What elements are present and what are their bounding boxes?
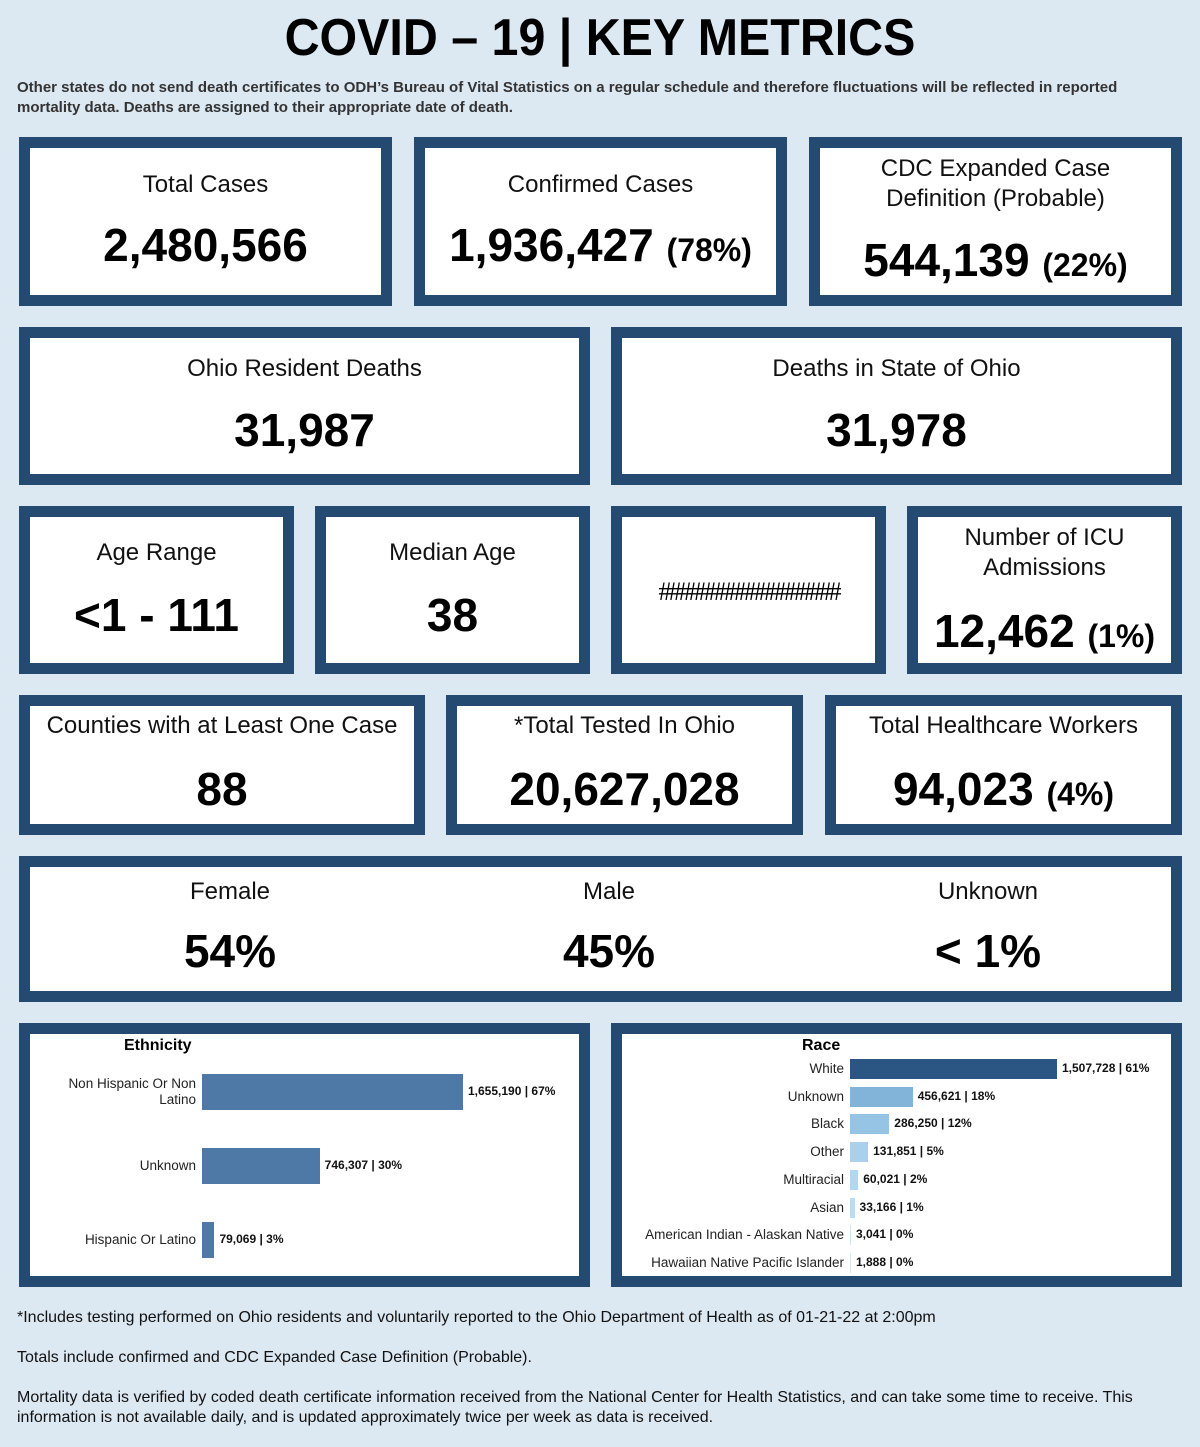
- race-data-label: 456,621 | 18%: [917, 1088, 996, 1103]
- probable-cases-pct: (22%): [1042, 247, 1128, 283]
- healthcare-workers-label: Total Healthcare Workers: [869, 712, 1138, 739]
- counties-value: 88: [196, 763, 248, 815]
- icu-label-line1: Number of ICU: [964, 524, 1125, 551]
- footnote-totals: Totals include confirmed and CDC Expande…: [17, 1349, 532, 1366]
- race-bar: [850, 1142, 869, 1163]
- state-deaths-value: 31,978: [826, 404, 967, 456]
- race-data-label: 3,041 | 0%: [856, 1227, 914, 1242]
- median-age-label: Median Age: [389, 539, 516, 566]
- gender-female-label: Female: [189, 878, 271, 905]
- ethnicity-bar: [202, 1148, 320, 1184]
- race-data-label: 1,888 | 0%: [856, 1254, 914, 1269]
- ethnicity-data-label: 79,069 | 3%: [219, 1232, 284, 1246]
- state-deaths-card: Deaths in State of Ohio 31,978: [611, 327, 1182, 485]
- race-chart-title: Race: [802, 1037, 841, 1054]
- ethnicity-bar: [202, 1222, 215, 1258]
- gender-card: Female 54% Male 45% Unknown < 1%: [19, 856, 1182, 1002]
- healthcare-workers-card: Total Healthcare Workers 94,023 (4%): [825, 695, 1182, 835]
- gender-male: Male 45%: [459, 867, 759, 977]
- confirmed-cases-label: Confirmed Cases: [507, 171, 694, 198]
- counties-label: Counties with at Least One Case: [46, 712, 398, 739]
- total-tested-value: 20,627,028: [509, 763, 740, 815]
- icu-admissions-card: Number of ICU Admissions 12,462 (1%): [907, 506, 1182, 674]
- counties-card: Counties with at Least One Case 88: [19, 695, 425, 835]
- race-bar: [850, 1086, 913, 1107]
- resident-deaths-label: Ohio Resident Deaths: [187, 355, 422, 382]
- ethnicity-category-label: Non Hispanic Or Non Latino: [68, 1076, 196, 1107]
- confirmed-cases-card: Confirmed Cases 1,936,427 (78%): [414, 137, 787, 306]
- icu-value-row: 12,462 (1%): [918, 605, 1171, 662]
- state-deaths-label: Deaths in State of Ohio: [772, 355, 1021, 382]
- ethnicity-category-label: Unknown: [139, 1158, 196, 1173]
- race-category-label: Multiracial: [783, 1171, 844, 1187]
- total-cases-card: Total Cases 2,480,566: [19, 137, 392, 306]
- confirmed-cases-value: 1,936,427: [449, 219, 654, 271]
- probable-cases-label-line2: Definition (Probable): [886, 185, 1105, 212]
- race-data-label: 33,166 | 1%: [859, 1199, 924, 1214]
- resident-deaths-card: Ohio Resident Deaths 31,987: [19, 327, 590, 485]
- race-bar: [850, 1169, 859, 1190]
- confirmed-cases-value-row: 1,936,427 (78%): [425, 219, 776, 276]
- total-cases-label: Total Cases: [142, 171, 269, 198]
- race-data-label: 1,507,728 | 61%: [1062, 1061, 1150, 1075]
- race-bar: [850, 1197, 855, 1218]
- race-category-label: Unknown: [787, 1088, 844, 1104]
- age-range-card: Age Range <1 - 111: [19, 506, 294, 674]
- ethnicity-data-label: 746,307 | 30%: [324, 1158, 403, 1172]
- gender-unknown-label: Unknown: [937, 878, 1039, 905]
- total-tested-label: *Total Tested In Ohio: [513, 712, 736, 739]
- confirmed-cases-pct: (78%): [666, 232, 752, 268]
- race-data-label: 131,851 | 5%: [873, 1144, 944, 1159]
- race-category-label: American Indian - Alaskan Native: [645, 1227, 844, 1243]
- gender-unknown-value: < 1%: [934, 925, 1042, 977]
- icu-value: 12,462: [933, 605, 1075, 657]
- probable-cases-value-row: 544,139 (22%): [820, 234, 1171, 291]
- probable-cases-label-line1: CDC Expanded Case: [880, 155, 1111, 182]
- race-bar: [850, 1225, 851, 1246]
- footnote-testing: *Includes testing performed on Ohio resi…: [17, 1309, 936, 1326]
- race-category-label: White: [809, 1061, 844, 1076]
- healthcare-workers-value-row: 94,023 (4%): [836, 763, 1171, 820]
- overflow-value: ##################: [658, 577, 842, 606]
- race-category-label: Hawaiian Native Pacific Islander: [651, 1254, 844, 1270]
- gender-male-value: 45%: [562, 925, 656, 977]
- race-category-label: Other: [810, 1144, 844, 1160]
- ethnicity-chart: Ethnicity Non Hispanic Or Non Latino 1,65…: [19, 1023, 590, 1287]
- probable-cases-value: 544,139: [863, 234, 1030, 286]
- icu-label-line2: Admissions: [983, 554, 1106, 581]
- race-category-label: Asian: [810, 1199, 844, 1215]
- mortality-disclaimer: Other states do not send death certifica…: [17, 79, 1118, 116]
- race-category-label: Black: [810, 1116, 844, 1132]
- probable-cases-card: CDC Expanded Case Definition (Probable) …: [809, 137, 1182, 306]
- race-bar: [850, 1252, 851, 1273]
- icu-pct: (1%): [1087, 618, 1156, 654]
- race-bar: [850, 1059, 1057, 1079]
- median-age-card: Median Age 38: [315, 506, 590, 674]
- page-title: COVID – 19 | KEY METRICS: [284, 9, 916, 67]
- race-data-label: 60,021 | 2%: [863, 1171, 928, 1186]
- gender-female-value: 54%: [183, 925, 277, 977]
- healthcare-workers-pct: (4%): [1046, 776, 1115, 812]
- race-bar: [850, 1114, 890, 1135]
- ethnicity-bar: [202, 1074, 463, 1110]
- healthcare-workers-value: 94,023: [892, 763, 1034, 815]
- total-tested-card: *Total Tested In Ohio 20,627,028: [446, 695, 803, 835]
- ethnicity-data-label: 1,655,190 | 67%: [468, 1084, 556, 1098]
- gender-male-label: Male: [582, 878, 636, 905]
- ethnicity-category-label: Hispanic Or Latino: [84, 1232, 196, 1247]
- total-cases-value: 2,480,566: [103, 219, 308, 271]
- footnote-mortality: Mortality data is verified by coded deat…: [17, 1389, 1133, 1426]
- ethnicity-chart-title: Ethnicity: [124, 1037, 192, 1054]
- gender-unknown: Unknown < 1%: [838, 867, 1138, 977]
- race-chart: Race White 1,507,728 | 61% Unknown 456,621 …: [611, 1023, 1182, 1287]
- age-range-label: Age Range: [96, 539, 217, 566]
- overflow-card: ##################: [611, 506, 886, 674]
- resident-deaths-value: 31,987: [234, 404, 375, 456]
- gender-female: Female 54%: [80, 867, 380, 977]
- race-data-label: 286,250 | 12%: [894, 1116, 972, 1131]
- median-age-value: 38: [426, 589, 479, 641]
- age-range-value: <1 - 111: [74, 589, 239, 641]
